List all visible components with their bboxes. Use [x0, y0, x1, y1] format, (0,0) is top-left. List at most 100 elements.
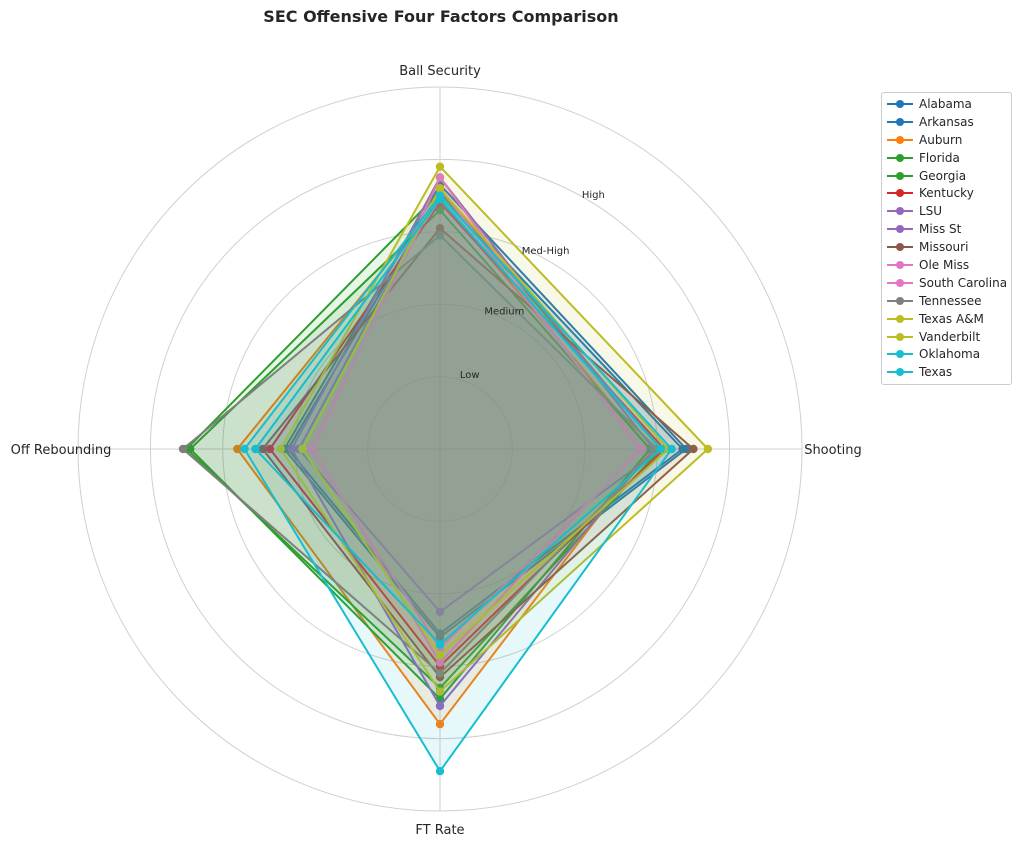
- series-texas: [240, 191, 676, 776]
- data-point: [435, 701, 445, 711]
- series-area: [255, 199, 661, 645]
- legend-label: Ole Miss: [919, 257, 970, 272]
- legend-label: Georgia: [919, 168, 967, 183]
- legend-label: South Carolina: [919, 275, 1008, 290]
- legend-item: Florida: [882, 149, 1011, 167]
- ring-label: High: [582, 190, 605, 201]
- data-point: [435, 640, 445, 649]
- legend-swatch: [887, 241, 913, 253]
- legend: Alabama Arkansas Auburn Florida Georgia Kentu…: [881, 92, 1012, 386]
- data-point: [305, 444, 314, 454]
- data-point: [435, 719, 445, 729]
- legend-label: Vanderbilt: [919, 329, 981, 344]
- axis-label: Shooting: [804, 443, 862, 458]
- data-point: [435, 629, 445, 638]
- series-lsu: [287, 173, 658, 711]
- legend-swatch: [887, 152, 913, 164]
- legend-swatch: [887, 295, 913, 307]
- data-point: [435, 651, 445, 660]
- data-point: [435, 231, 445, 240]
- legend-item: Vanderbilt: [882, 328, 1011, 346]
- legend-item: Tennessee: [882, 292, 1011, 310]
- series-area: [183, 235, 658, 674]
- legend-item: Oklahoma: [882, 345, 1011, 363]
- series-layer: [178, 162, 713, 776]
- chart-title: SEC Offensive Four Factors Comparison: [263, 7, 618, 26]
- legend-swatch: [887, 170, 913, 182]
- series-area: [262, 228, 694, 678]
- data-point: [435, 191, 445, 200]
- data-point: [233, 444, 242, 454]
- series-area: [302, 188, 669, 656]
- data-point: [667, 444, 676, 454]
- legend-item: Georgia: [882, 167, 1011, 185]
- data-point: [435, 173, 445, 182]
- data-point: [240, 444, 249, 454]
- legend-swatch: [887, 116, 913, 128]
- legend-item: Texas: [882, 363, 1011, 381]
- legend-swatch: [887, 98, 913, 110]
- legend-label: Auburn: [919, 132, 963, 147]
- data-point: [435, 205, 445, 215]
- data-point: [638, 444, 647, 454]
- ring-label: Low: [460, 370, 480, 381]
- legend-label: Florida: [919, 150, 960, 165]
- series-area: [291, 177, 654, 706]
- legend-label: Texas A&M: [919, 311, 984, 326]
- data-point: [656, 444, 666, 454]
- legend-label: Alabama: [919, 96, 972, 111]
- data-point: [689, 444, 698, 454]
- data-point: [265, 444, 275, 454]
- data-point: [435, 162, 445, 171]
- legend-swatch: [887, 187, 913, 199]
- ring-label: Medium: [484, 306, 524, 317]
- label-layer: Low Medium Med-High High Ball Security Shooti…: [11, 64, 862, 838]
- legend-item: Alabama: [882, 95, 1011, 113]
- data-point: [435, 658, 445, 667]
- series-oklahoma: [251, 195, 666, 649]
- legend-swatch: [887, 277, 913, 289]
- ring-label: Med-High: [522, 246, 570, 257]
- data-point: [435, 669, 445, 678]
- legend-item: Missouri: [882, 238, 1011, 256]
- series-area: [244, 195, 672, 772]
- legend-label: Miss St: [919, 222, 962, 237]
- legend-label: Tennessee: [919, 293, 982, 308]
- legend-label: Texas: [919, 365, 953, 380]
- series-texas-a-m: [276, 162, 713, 696]
- data-point: [287, 444, 296, 454]
- axis-label: Off Rebounding: [11, 443, 112, 458]
- legend-label: Arkansas: [919, 114, 974, 129]
- legend-label: LSU: [919, 204, 943, 219]
- data-point: [435, 184, 445, 193]
- data-point: [178, 444, 188, 454]
- series-area: [313, 177, 640, 663]
- legend-item: Auburn: [882, 131, 1011, 149]
- legend-swatch: [887, 313, 913, 325]
- legend-item: South Carolina: [882, 274, 1011, 292]
- legend-swatch: [887, 134, 913, 146]
- data-point: [276, 444, 285, 454]
- legend-label: Kentucky: [919, 186, 974, 201]
- data-point: [678, 444, 687, 454]
- data-point: [258, 444, 267, 454]
- legend-item: LSU: [882, 202, 1011, 220]
- legend-item: Kentucky: [882, 184, 1011, 202]
- legend-item: Arkansas: [882, 113, 1011, 131]
- data-point: [703, 444, 713, 454]
- legend-item: Ole Miss: [882, 256, 1011, 274]
- legend-item: Texas A&M: [882, 310, 1011, 328]
- legend-item: Miss St: [882, 220, 1011, 238]
- legend-swatch: [887, 331, 913, 343]
- axis-label: FT Rate: [415, 823, 464, 838]
- legend-swatch: [887, 205, 913, 217]
- legend-label: Oklahoma: [919, 347, 981, 362]
- legend-swatch: [887, 259, 913, 271]
- axis-label: Ball Security: [399, 64, 481, 79]
- legend-swatch: [887, 223, 913, 235]
- series-area: [309, 188, 643, 649]
- series-area: [298, 188, 661, 612]
- legend-swatch: [887, 348, 913, 360]
- data-point: [435, 223, 445, 233]
